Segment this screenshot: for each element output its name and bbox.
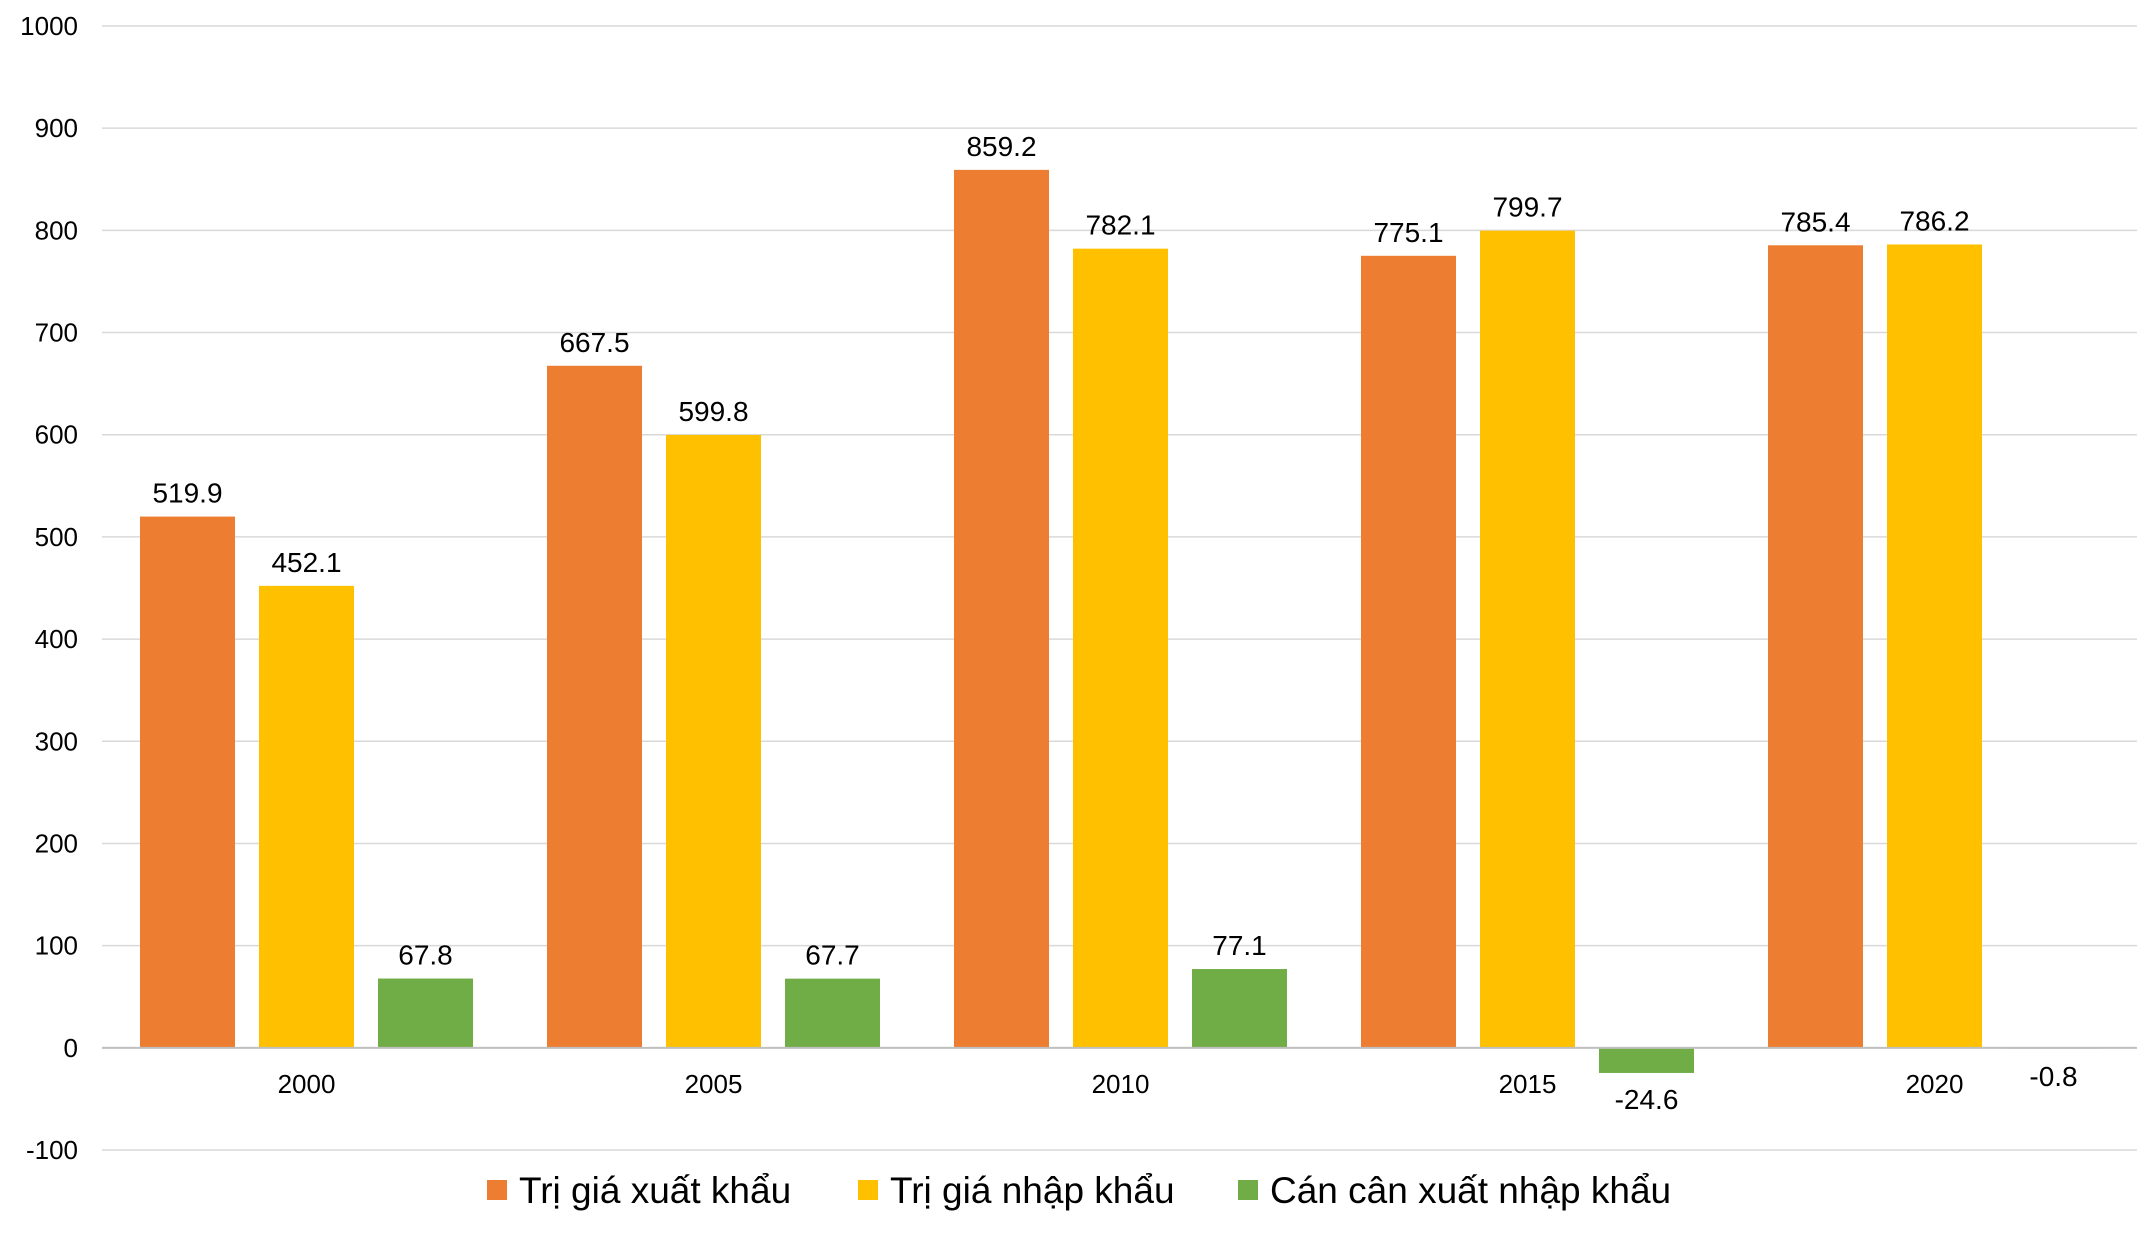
legend-label: Cán cân xuất nhập khẩu [1270,1170,1671,1211]
bar [1192,969,1287,1048]
x-tick-label: 2020 [1906,1069,1964,1099]
y-tick-label: 900 [35,113,78,143]
bar [785,978,880,1048]
bar [259,585,354,1048]
y-tick-label: -100 [26,1135,78,1165]
data-label: 775.1 [1373,217,1443,248]
data-label: 77.1 [1212,930,1267,961]
bar [1480,230,1575,1048]
y-tick-label: 1000 [20,11,78,41]
y-tick-label: 200 [35,828,78,858]
legend-swatch [487,1180,507,1200]
data-label: 667.5 [559,327,629,358]
x-tick-label: 2010 [1092,1069,1150,1099]
data-label: 599.8 [678,396,748,427]
y-tick-label: 0 [64,1033,78,1063]
legend-label: Trị giá xuất khẩu [519,1170,791,1211]
data-label: 782.1 [1085,210,1155,241]
data-label: 452.1 [271,547,341,578]
x-tick-label: 2005 [685,1069,743,1099]
data-label: 67.8 [398,940,453,971]
data-label: 786.2 [1899,205,1969,236]
bars [140,169,2101,1073]
bar [954,169,1049,1048]
data-label: -24.6 [1615,1084,1679,1115]
x-axis-ticks: 2000 2005 2010 2015 2020 [278,1069,1964,1099]
legend-swatch [1238,1180,1258,1200]
y-tick-label: 700 [35,318,78,348]
legend-swatch [858,1180,878,1200]
data-label: 67.7 [805,940,860,971]
bar [547,365,642,1048]
bar [1768,245,1863,1048]
data-label: 519.9 [152,478,222,509]
y-axis-ticks: -100 0 100 200 300 400 500 600 700 800 900 1000 [20,11,78,1165]
data-label: 859.2 [966,131,1036,162]
y-tick-label: 400 [35,624,78,654]
y-tick-label: 800 [35,215,78,245]
bar [1073,248,1168,1048]
y-tick-label: 600 [35,420,78,450]
data-label: 799.7 [1492,192,1562,223]
data-labels: 519.9 452.1 67.8 667.5 599.8 67.7 859.2 782.1 77… [152,131,2077,1115]
y-tick-label: 300 [35,726,78,756]
legend: Trị giá xuất khẩu Trị giá nhập khẩu Cán câ… [487,1170,1671,1211]
bar [666,434,761,1048]
bar [1887,244,1982,1048]
y-tick-label: 100 [35,931,78,961]
x-tick-label: 2015 [1499,1069,1557,1099]
x-tick-label: 2000 [278,1069,336,1099]
y-tick-label: 500 [35,522,78,552]
bar [1599,1047,1694,1073]
data-label: 785.4 [1780,206,1850,237]
bar [378,978,473,1048]
legend-label: Trị giá nhập khẩu [890,1170,1175,1211]
bar [140,516,235,1048]
data-label: -0.8 [2029,1061,2077,1092]
bar [1361,255,1456,1048]
